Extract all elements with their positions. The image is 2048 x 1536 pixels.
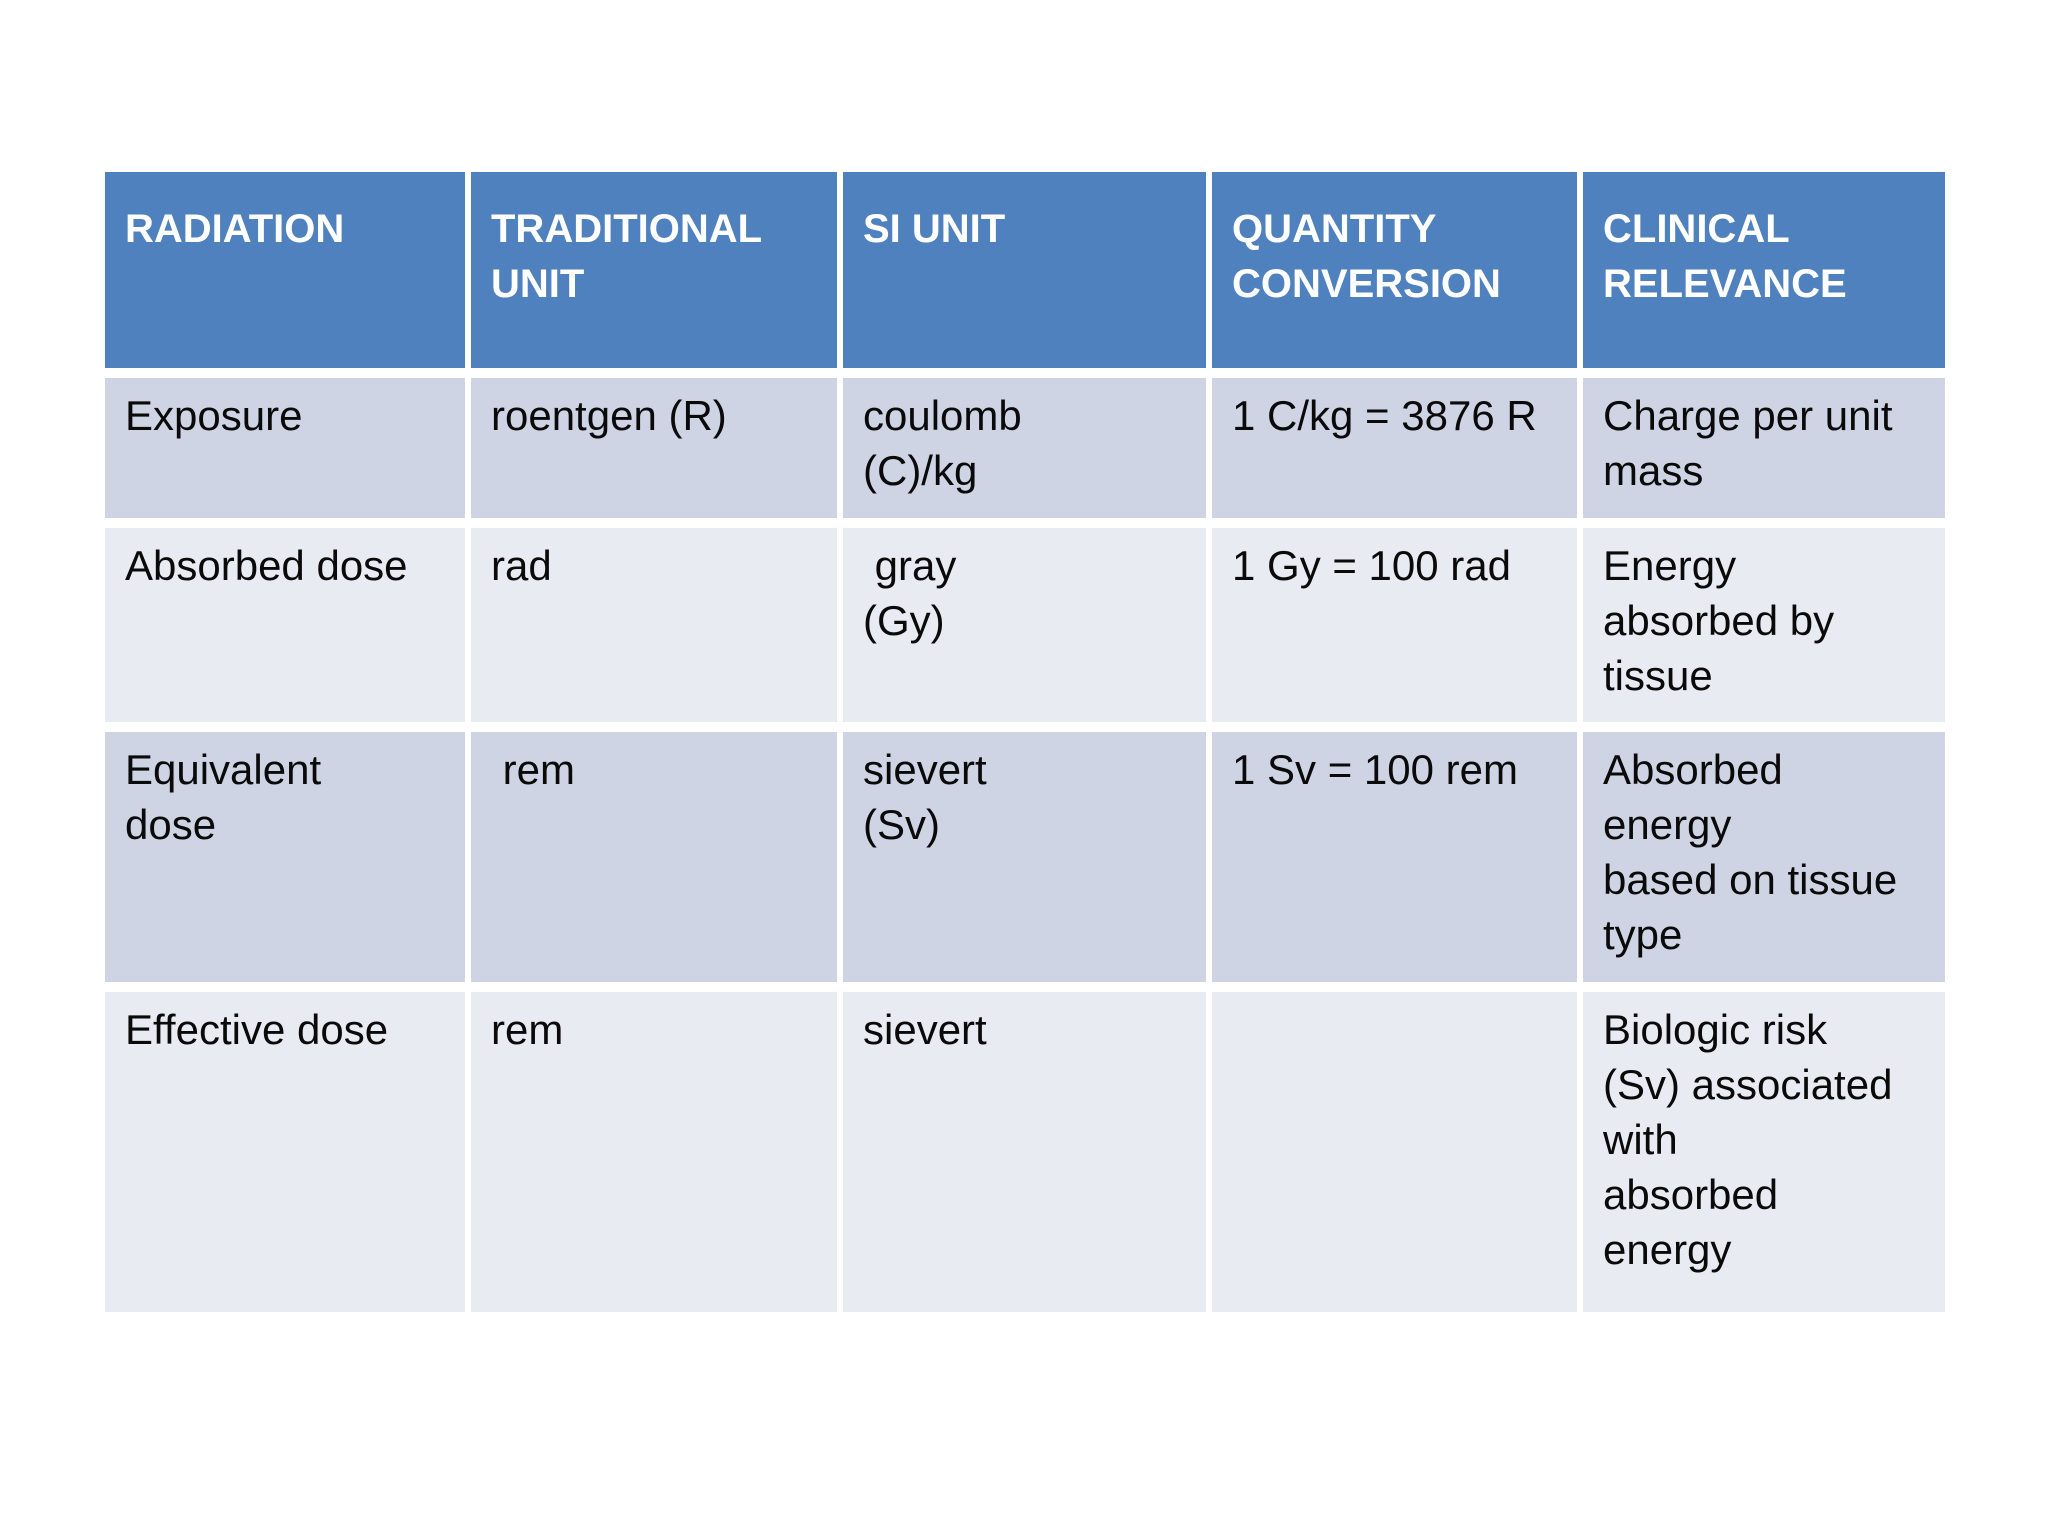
cell-row3-quantity-conversion: 1 Sv = 100 rem [1212,732,1577,982]
header-cell-si-unit: SI UNIT [843,172,1206,368]
cell-row3-clinical-relevance: Absorbed energy based on tissue type [1583,732,1945,982]
cell-row3-si-unit: sievert (Sv) [843,732,1206,982]
cell-row4-clinical-relevance: Biologic risk (Sv) associated with absor… [1583,992,1945,1312]
header-cell-traditional-unit: TRADITIONAL UNIT [471,172,837,368]
cell-row4-si-unit: sievert [843,992,1206,1312]
cell-row4-radiation: Effective dose [105,992,465,1312]
cell-row1-clinical-relevance: Charge per unit mass [1583,378,1945,518]
cell-row2-si-unit: gray (Gy) [843,528,1206,722]
cell-row3-radiation: Equivalent dose [105,732,465,982]
cell-row1-si-unit: coulomb (C)/kg [843,378,1206,518]
cell-row2-quantity-conversion: 1 Gy = 100 rad [1212,528,1577,722]
cell-row1-radiation: Exposure [105,378,465,518]
header-cell-radiation: RADIATION [105,172,465,368]
cell-row4-traditional-unit: rem [471,992,837,1312]
header-cell-clinical-relevance: CLINICAL RELEVANCE [1583,172,1945,368]
cell-row3-traditional-unit: rem [471,732,837,982]
cell-row4-quantity-conversion [1212,992,1577,1312]
cell-row1-traditional-unit: roentgen (R) [471,378,837,518]
cell-row2-clinical-relevance: Energy absorbed by tissue [1583,528,1945,722]
cell-row2-traditional-unit: rad [471,528,837,722]
cell-row1-quantity-conversion: 1 C/kg = 3876 R [1212,378,1577,518]
cell-row2-radiation: Absorbed dose [105,528,465,722]
header-cell-quantity-conversion: QUANTITY CONVERSION [1212,172,1577,368]
radiation-units-table: RADIATION TRADITIONAL UNIT SI UNIT QUANT… [105,172,1945,1312]
